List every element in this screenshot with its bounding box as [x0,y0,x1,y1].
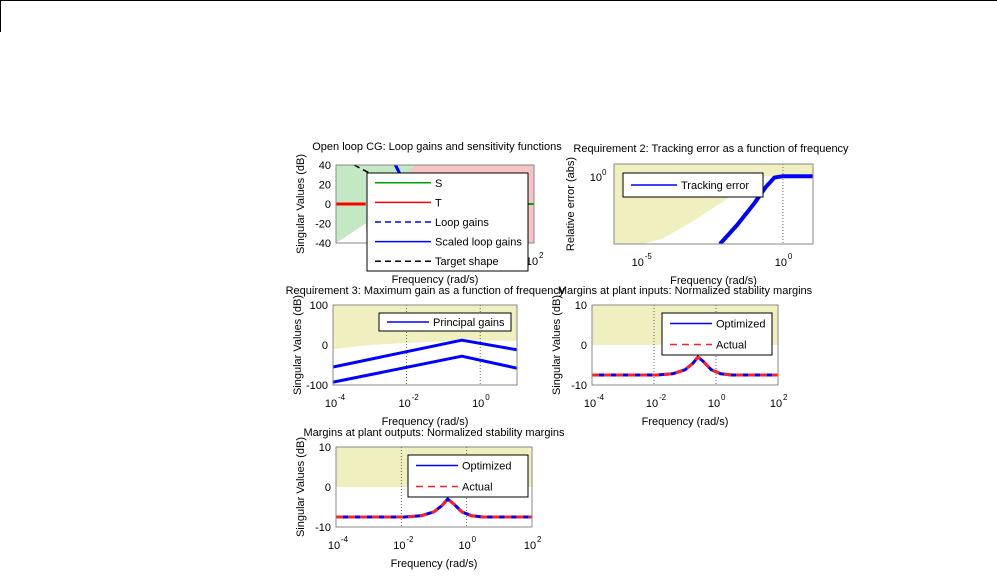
x-tick-exponent: 0 [788,252,793,261]
legend-entry: Tracking error [681,180,749,192]
x-axis-label: Frequency (rad/s) [642,416,729,428]
x-tick-exponent: -4 [341,535,349,544]
legend-entry: Optimized [716,319,766,331]
legend-entry: Principal gains [433,317,505,329]
y-tick-exponent: 0 [602,168,607,177]
subplot-title: Requirement 2: Tracking error as a funct… [573,143,849,155]
x-axis-label: Frequency (rad/s) [391,558,478,570]
x-axis-label: Frequency (rad/s) [392,274,479,286]
y-tick-label: 0 [325,482,331,494]
x-tick-exponent: -2 [412,393,420,402]
legend-entry: Target shape [435,256,499,268]
y-tick-label: 100 [310,300,328,312]
legend: Tracking error [622,172,764,198]
y-tick-label: -10 [571,380,587,392]
x-tick-exponent: -5 [645,252,653,261]
y-axis-label: Singular Values (dB) [295,154,307,254]
y-tick-label: -100 [306,380,328,392]
x-tick-exponent: 0 [721,393,726,402]
y-axis-label: Singular Values (dB) [292,295,304,395]
series-principal-gains [333,354,517,384]
y-tick-label: 10 [590,172,602,184]
series-tracking-error [718,174,813,244]
axes-frame [591,304,779,386]
x-tick-label: 10 [646,398,658,410]
subplot-1: 40 20 0 -20 -40 102 Frequency (rad/s) Singular … [295,141,562,286]
x-axis-label: Frequency (rad/s) [382,416,469,428]
y-tick-label: 20 [319,180,331,192]
x-tick-label: 10 [459,540,471,552]
x-tick-label: 10 [393,540,405,552]
y-axis-label: Singular Values (dB) [551,295,563,395]
legend-box [366,172,529,272]
axes-frame [332,304,518,386]
series-actual [336,497,532,519]
y-tick-label: 40 [319,160,331,172]
axes-frame [613,163,814,245]
x-tick-label: 10 [325,398,337,410]
x-tick-exponent: 0 [472,535,477,544]
legend-entry: S [435,178,442,190]
x-tick-label: 10 [524,540,536,552]
bound-region [336,223,368,243]
y-axis-label: Relative error (abs) [565,157,577,251]
y-tick-label: 0 [322,340,328,352]
x-tick-label: 10 [328,540,340,552]
x-tick-exponent: 2 [537,535,542,544]
legend-entry: Scaled loop gains [435,237,522,249]
subplot-title: Open loop CG: Loop gains and sensitivity… [312,141,562,153]
y-tick-label: -40 [315,238,331,250]
x-tick-label: 10 [472,398,484,410]
x-tick-label: 10 [526,256,538,268]
legend: Optimized Actual [407,454,529,498]
x-tick-label: 10 [632,257,644,269]
subplot-title: Margins at plant outputs: Normalized sta… [303,427,565,439]
x-tick-label: 10 [775,257,787,269]
y-tick-label: 0 [325,199,331,211]
legend-entry: Optimized [462,461,512,473]
x-tick-exponent: -2 [406,535,414,544]
x-tick-label: 10 [770,398,782,410]
subplot-title: Margins at plant inputs: Normalized stab… [558,285,813,297]
x-tick-exponent: -4 [597,393,605,402]
legend-box [378,312,512,332]
window-top-border [0,0,997,1]
legend-box [407,454,529,498]
legend-entry: T [435,197,442,209]
window-left-border [0,0,1,32]
x-tick-label: 10 [584,398,596,410]
legend-entry: Actual [462,482,493,494]
series-target-shape [353,165,370,174]
series-principal-gains [333,338,517,369]
subplot-title: Requirement 3: Maximum gain as a functio… [286,285,565,297]
x-tick-exponent: 2 [539,251,544,260]
y-tick-label: -10 [315,522,331,534]
y-tick-label: 10 [575,300,587,312]
legend-entry: Actual [716,340,747,352]
x-axis-label: Frequency (rad/s) [670,275,757,287]
series-actual [592,355,778,377]
y-tick-label: 0 [581,340,587,352]
y-axis-label: Singular Values (dB) [295,437,307,537]
legend: Principal gains [378,312,512,332]
x-tick-exponent: -2 [659,393,667,402]
x-tick-exponent: 2 [783,393,788,402]
x-tick-exponent: 0 [485,393,490,402]
axes-frame [335,446,533,528]
legend: Optimized Actual [661,312,773,356]
legend-box [661,312,773,356]
x-tick-exponent: -4 [338,393,346,402]
y-tick-label: 10 [319,442,331,454]
legend-entry: Loop gains [435,217,489,229]
legend: ST Loop gains Scaled loop gains Target shap… [366,172,529,272]
x-tick-label: 10 [708,398,720,410]
x-tick-label: 10 [398,398,410,410]
y-tick-label: -20 [315,219,331,231]
